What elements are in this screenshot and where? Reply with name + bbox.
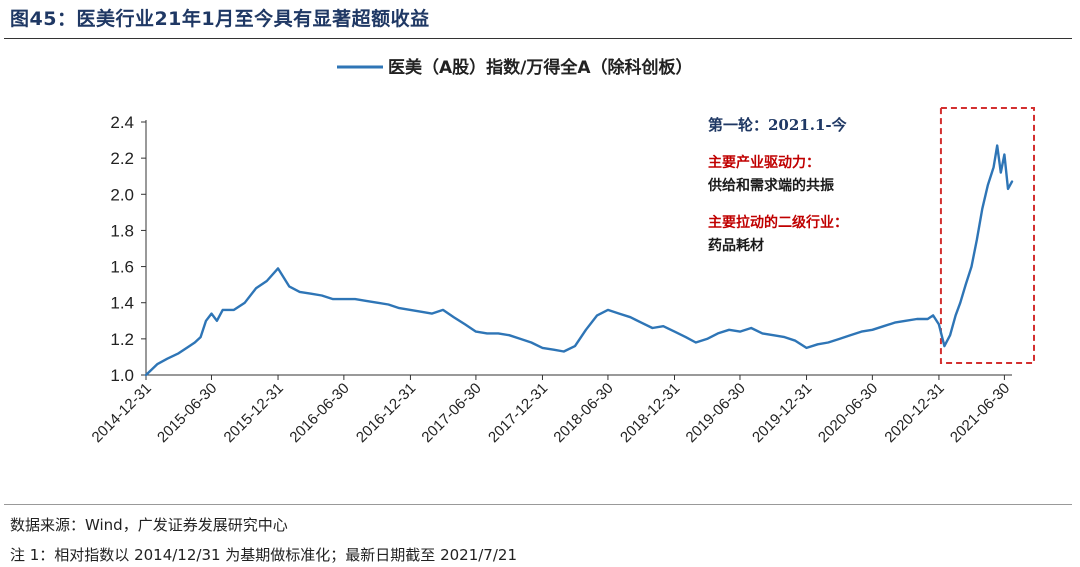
annotation-round-title: 第一轮：2021.1-今: [708, 116, 847, 134]
x-tick-label: 2014-12-31: [89, 380, 155, 446]
y-tick-label: 2.0: [110, 185, 134, 204]
highlight-box: [939, 107, 1036, 364]
y-tick-label: 1.8: [110, 221, 134, 240]
figure-title: 图45：医美行业21年1月至今具有显著超额收益: [10, 8, 430, 30]
y-tick-label: 1.0: [110, 366, 134, 385]
y-tick-label: 1.6: [110, 258, 134, 277]
source-text: 数据来源：Wind，广发证券发展研究中心: [10, 516, 288, 534]
series-line: [144, 144, 1014, 377]
annotation-industry-text: 药品耗材: [708, 237, 764, 254]
y-tick-label: 2.4: [110, 113, 134, 132]
line-chart: 1.0 1.2 1.4 1.6 1.8 2.0 2.2 2.4 2014-12-31 2015-0…: [89, 57, 1036, 446]
x-tick-label: 2020-06-30: [815, 380, 881, 446]
y-tick-label: 1.2: [110, 330, 134, 349]
x-tick-label: 2017-12-31: [485, 380, 551, 446]
x-tick-label: 2016-12-31: [353, 380, 419, 446]
x-tick-label: 2015-06-30: [154, 380, 220, 446]
note-text: 注 1：相对指数以 2014/12/31 为基期做标准化；最新日期截至 2021…: [10, 546, 517, 564]
y-tick-label: 2.2: [110, 149, 134, 168]
x-tick-label: 2016-06-30: [286, 380, 352, 446]
title-rule: [4, 38, 1072, 39]
x-tick-label: 2021-06-30: [947, 380, 1013, 446]
footer-rule: [4, 504, 1072, 505]
x-tick-label: 2020-12-31: [881, 380, 947, 446]
y-tick-label: 1.4: [110, 294, 134, 313]
x-tick-label: 2019-12-31: [749, 380, 815, 446]
x-tick-label: 2018-12-31: [617, 380, 683, 446]
legend-label: 医美（A股）指数/万得全A（除科创板）: [388, 57, 693, 78]
annotation-driver-text: 供给和需求端的共振: [707, 177, 834, 194]
x-tick-label: 2018-06-30: [550, 380, 616, 446]
x-tick-label: 2015-12-31: [221, 380, 287, 446]
annotation-driver-label: 主要产业驱动力：: [708, 154, 820, 171]
x-tick-label: 2017-06-30: [418, 380, 484, 446]
annotation-industry-label: 主要拉动的二级行业：: [708, 214, 848, 231]
x-tick-label: 2019-06-30: [683, 380, 749, 446]
